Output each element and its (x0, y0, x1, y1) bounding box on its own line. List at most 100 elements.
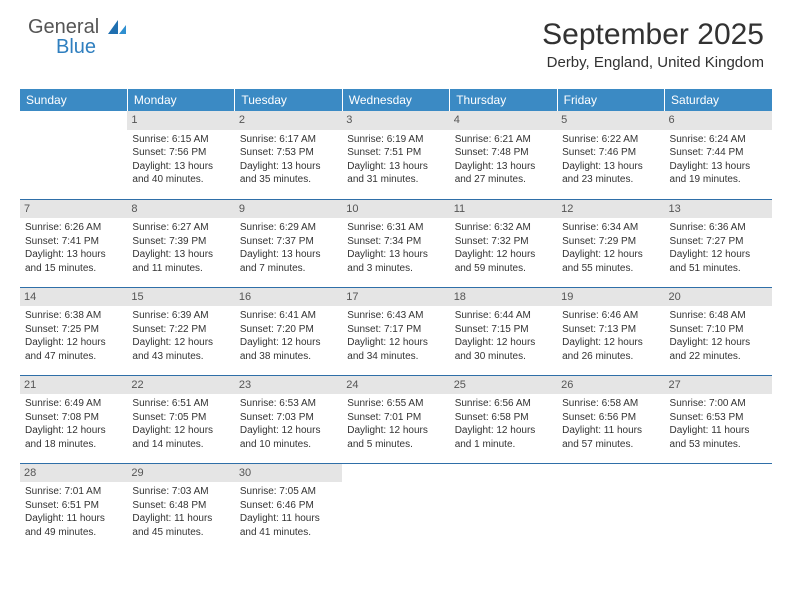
day-number: 11 (450, 200, 557, 219)
sunset-text: Sunset: 6:58 PM (455, 411, 552, 425)
day-number: 16 (235, 288, 342, 307)
day-number: 30 (235, 464, 342, 483)
sunset-text: Sunset: 7:17 PM (347, 323, 444, 337)
daylight-text: Daylight: 11 hours and 53 minutes. (670, 424, 767, 451)
day-number: 10 (342, 200, 449, 219)
calendar-day-cell: 22Sunrise: 6:51 AMSunset: 7:05 PMDayligh… (127, 375, 234, 463)
sunrise-text: Sunrise: 6:36 AM (670, 221, 767, 235)
sunset-text: Sunset: 7:08 PM (25, 411, 122, 425)
calendar-day-cell: 1Sunrise: 6:15 AMSunset: 7:56 PMDaylight… (127, 111, 234, 199)
daylight-text: Daylight: 13 hours and 40 minutes. (132, 160, 229, 187)
sunrise-text: Sunrise: 6:46 AM (562, 309, 659, 323)
sunset-text: Sunset: 7:34 PM (347, 235, 444, 249)
sunrise-text: Sunrise: 6:55 AM (347, 397, 444, 411)
calendar-day-cell: 17Sunrise: 6:43 AMSunset: 7:17 PMDayligh… (342, 287, 449, 375)
daylight-text: Daylight: 13 hours and 35 minutes. (240, 160, 337, 187)
calendar-week-row: 28Sunrise: 7:01 AMSunset: 6:51 PMDayligh… (20, 463, 772, 551)
calendar-day-cell: 12Sunrise: 6:34 AMSunset: 7:29 PMDayligh… (557, 199, 664, 287)
weekday-header: Sunday (20, 89, 127, 111)
sunrise-text: Sunrise: 6:32 AM (455, 221, 552, 235)
sunrise-text: Sunrise: 6:26 AM (25, 221, 122, 235)
calendar-day-cell: 20Sunrise: 6:48 AMSunset: 7:10 PMDayligh… (665, 287, 772, 375)
sunset-text: Sunset: 6:56 PM (562, 411, 659, 425)
sunrise-text: Sunrise: 6:17 AM (240, 133, 337, 147)
sunrise-text: Sunrise: 6:21 AM (455, 133, 552, 147)
sunrise-text: Sunrise: 6:48 AM (670, 309, 767, 323)
calendar-day-cell: 16Sunrise: 6:41 AMSunset: 7:20 PMDayligh… (235, 287, 342, 375)
calendar-day-cell (557, 463, 664, 551)
daylight-text: Daylight: 13 hours and 7 minutes. (240, 248, 337, 275)
day-number: 9 (235, 200, 342, 219)
weekday-header: Monday (127, 89, 234, 111)
sunset-text: Sunset: 7:01 PM (347, 411, 444, 425)
calendar-day-cell: 13Sunrise: 6:36 AMSunset: 7:27 PMDayligh… (665, 199, 772, 287)
sunset-text: Sunset: 6:48 PM (132, 499, 229, 513)
day-number: 24 (342, 376, 449, 395)
daylight-text: Daylight: 12 hours and 47 minutes. (25, 336, 122, 363)
day-number: 19 (557, 288, 664, 307)
sunset-text: Sunset: 7:27 PM (670, 235, 767, 249)
day-number: 23 (235, 376, 342, 395)
daylight-text: Daylight: 11 hours and 57 minutes. (562, 424, 659, 451)
daylight-text: Daylight: 12 hours and 22 minutes. (670, 336, 767, 363)
calendar-day-cell: 23Sunrise: 6:53 AMSunset: 7:03 PMDayligh… (235, 375, 342, 463)
sunset-text: Sunset: 7:53 PM (240, 146, 337, 160)
sunrise-text: Sunrise: 6:22 AM (562, 133, 659, 147)
sunrise-text: Sunrise: 6:39 AM (132, 309, 229, 323)
calendar-day-cell: 26Sunrise: 6:58 AMSunset: 6:56 PMDayligh… (557, 375, 664, 463)
sunset-text: Sunset: 7:51 PM (347, 146, 444, 160)
daylight-text: Daylight: 13 hours and 15 minutes. (25, 248, 122, 275)
calendar-day-cell: 14Sunrise: 6:38 AMSunset: 7:25 PMDayligh… (20, 287, 127, 375)
sunrise-text: Sunrise: 6:31 AM (347, 221, 444, 235)
sunrise-text: Sunrise: 6:58 AM (562, 397, 659, 411)
sunrise-text: Sunrise: 6:29 AM (240, 221, 337, 235)
day-number: 12 (557, 200, 664, 219)
day-number: 22 (127, 376, 234, 395)
day-number: 20 (665, 288, 772, 307)
sunrise-text: Sunrise: 6:38 AM (25, 309, 122, 323)
weekday-header-row: Sunday Monday Tuesday Wednesday Thursday… (20, 89, 772, 111)
day-number: 14 (20, 288, 127, 307)
sunrise-text: Sunrise: 6:41 AM (240, 309, 337, 323)
day-number: 29 (127, 464, 234, 483)
day-number: 7 (20, 200, 127, 219)
calendar-week-row: 1Sunrise: 6:15 AMSunset: 7:56 PMDaylight… (20, 111, 772, 199)
daylight-text: Daylight: 12 hours and 59 minutes. (455, 248, 552, 275)
day-number: 28 (20, 464, 127, 483)
day-number: 6 (665, 111, 772, 130)
weekday-header: Wednesday (342, 89, 449, 111)
sunrise-text: Sunrise: 6:19 AM (347, 133, 444, 147)
daylight-text: Daylight: 12 hours and 1 minute. (455, 424, 552, 451)
calendar-day-cell: 24Sunrise: 6:55 AMSunset: 7:01 PMDayligh… (342, 375, 449, 463)
calendar-day-cell: 21Sunrise: 6:49 AMSunset: 7:08 PMDayligh… (20, 375, 127, 463)
daylight-text: Daylight: 13 hours and 11 minutes. (132, 248, 229, 275)
day-number: 21 (20, 376, 127, 395)
sunset-text: Sunset: 7:39 PM (132, 235, 229, 249)
daylight-text: Daylight: 11 hours and 41 minutes. (240, 512, 337, 539)
sunset-text: Sunset: 6:51 PM (25, 499, 122, 513)
daylight-text: Daylight: 12 hours and 26 minutes. (562, 336, 659, 363)
calendar-day-cell: 27Sunrise: 7:00 AMSunset: 6:53 PMDayligh… (665, 375, 772, 463)
day-number: 5 (557, 111, 664, 130)
sunrise-text: Sunrise: 7:01 AM (25, 485, 122, 499)
daylight-text: Daylight: 11 hours and 49 minutes. (25, 512, 122, 539)
calendar-day-cell: 28 Sunrise: 7:01 AMSunset: 6:51 PMDayligh… (20, 463, 127, 551)
logo: General Blue (28, 18, 128, 57)
sunset-text: Sunset: 7:22 PM (132, 323, 229, 337)
sunrise-text: Sunrise: 7:05 AM (240, 485, 337, 499)
calendar-day-cell: 18Sunrise: 6:44 AMSunset: 7:15 PMDayligh… (450, 287, 557, 375)
sunrise-text: Sunrise: 6:51 AM (132, 397, 229, 411)
calendar-day-cell: 5Sunrise: 6:22 AMSunset: 7:46 PMDaylight… (557, 111, 664, 199)
title-block: September 2025 Derby, England, United Ki… (542, 18, 764, 71)
day-number: 4 (450, 111, 557, 130)
page-header: General Blue September 2025 Derby, Engla… (0, 0, 792, 79)
sunset-text: Sunset: 7:32 PM (455, 235, 552, 249)
weekday-header: Thursday (450, 89, 557, 111)
daylight-text: Daylight: 13 hours and 23 minutes. (562, 160, 659, 187)
sunset-text: Sunset: 7:41 PM (25, 235, 122, 249)
day-number: 18 (450, 288, 557, 307)
sunset-text: Sunset: 6:46 PM (240, 499, 337, 513)
month-title: September 2025 (542, 18, 764, 52)
calendar-day-cell (20, 111, 127, 199)
calendar-day-cell: 9Sunrise: 6:29 AMSunset: 7:37 PMDaylight… (235, 199, 342, 287)
